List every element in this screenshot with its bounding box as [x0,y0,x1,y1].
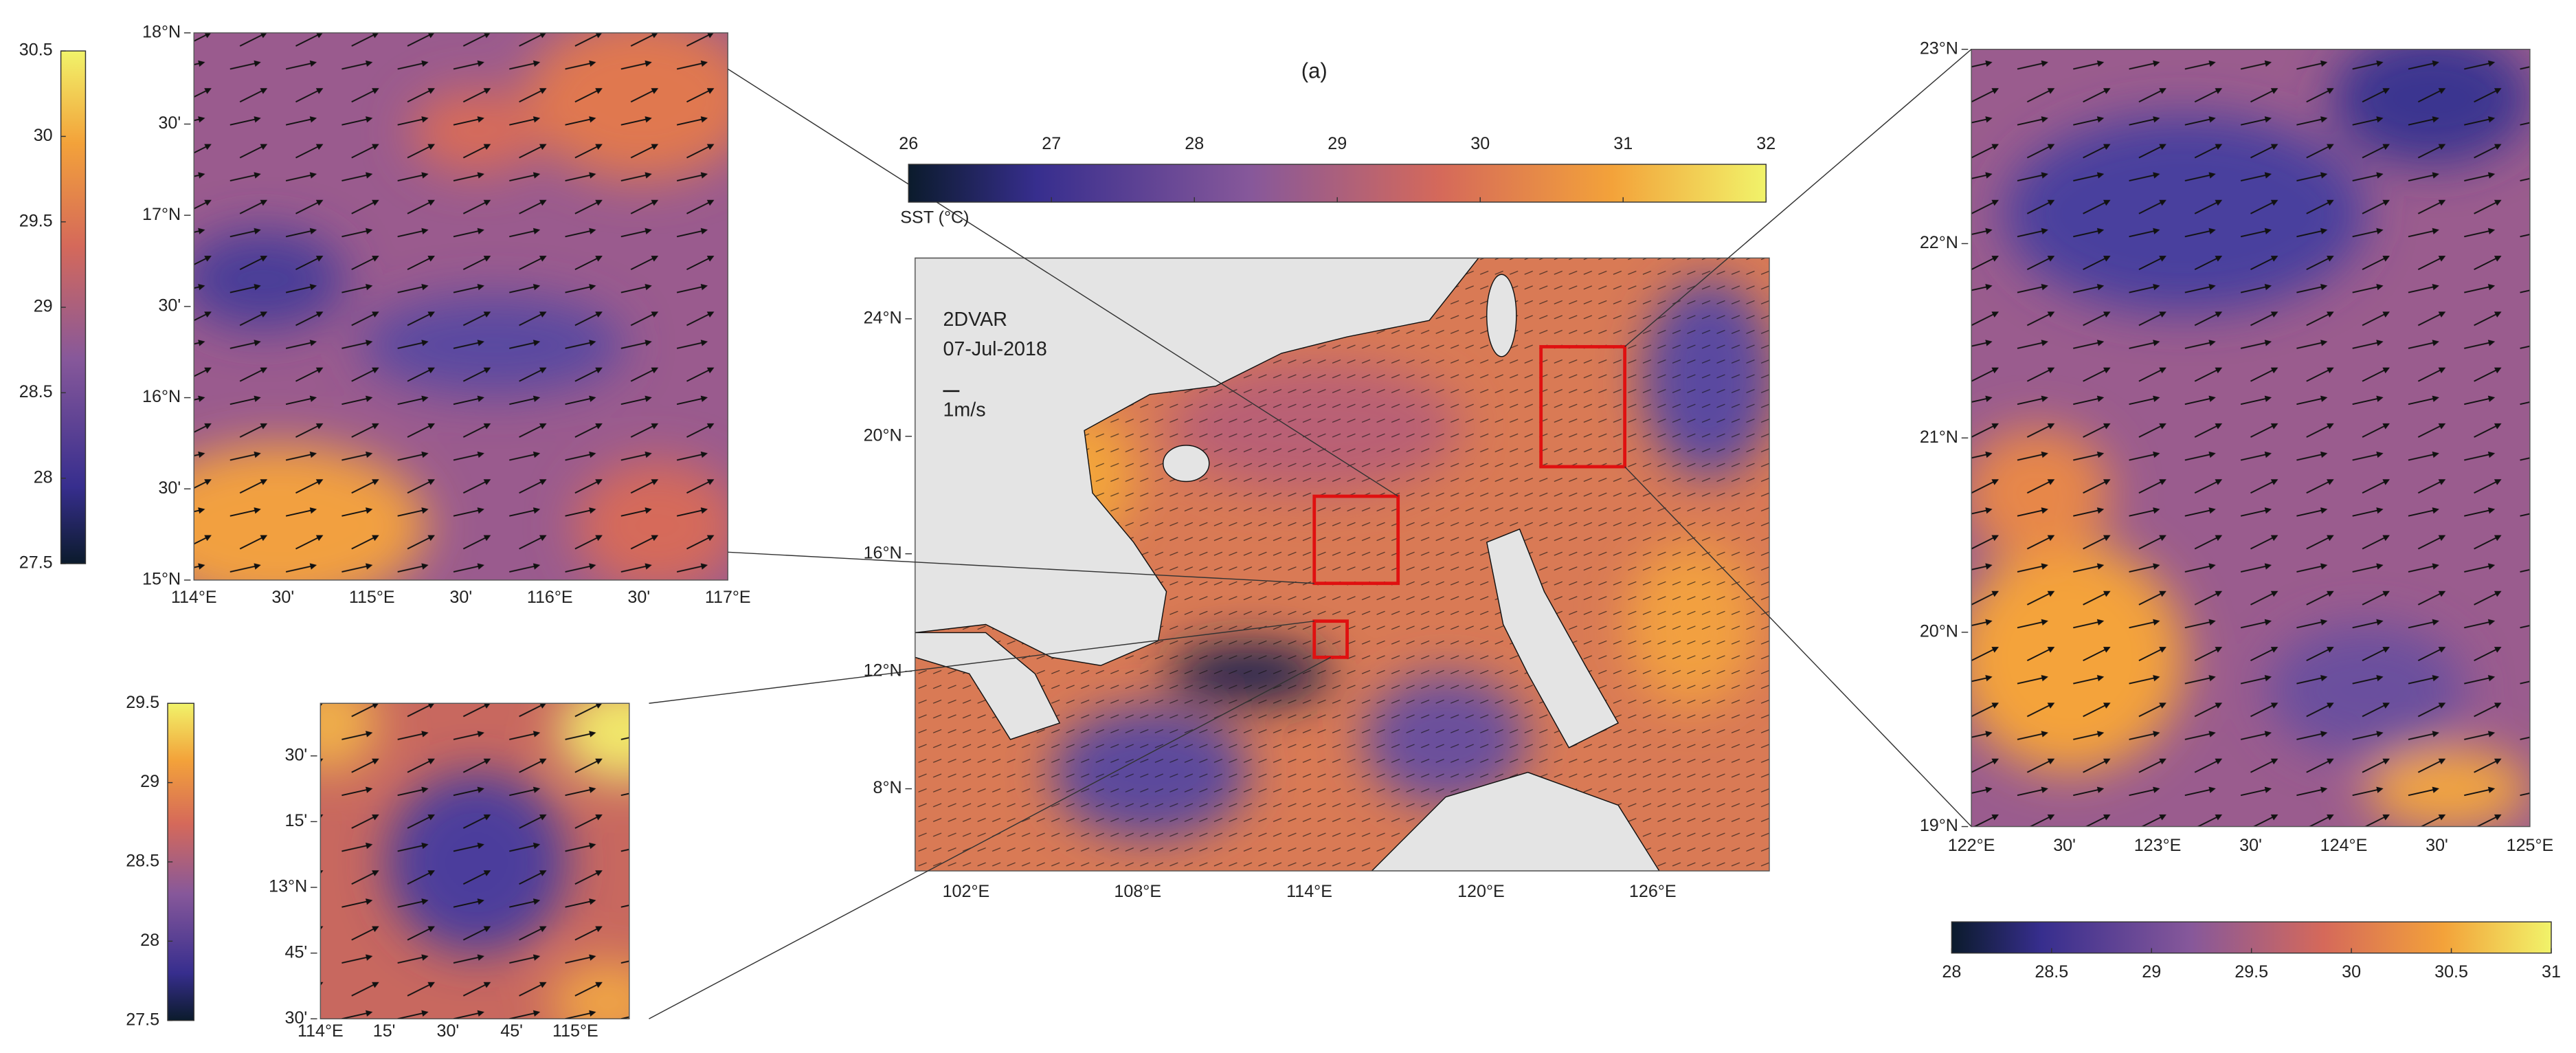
lat-label: 12°N [864,661,902,680]
lon-label: 116°E [527,588,573,607]
lon-label: 30' [2239,836,2262,855]
colorbar-tick-label: 30.5 [2434,962,2468,982]
lat-label: 17°N [142,205,181,224]
inset-south-map [320,703,629,1019]
colorbar-tick-label: 28.5 [2035,962,2068,982]
lat-label: 8°N [873,778,902,797]
scale-label: 1m/s [943,399,985,421]
lat-label: 15°N [142,570,181,589]
lon-label: 45' [500,1021,523,1041]
colorbar-tick-label: 29 [140,772,159,791]
colorbar-tick-label: 29.5 [19,211,53,230]
colorbar-tick-label: 28.5 [126,852,159,871]
lat-label: 16°N [142,387,181,406]
colorbar-tick-label: 28 [1185,134,1204,153]
lat-label: 23°N [1920,38,1958,58]
lon-label: 108°E [1114,882,1161,901]
lat-label: 21°N [1920,428,1958,447]
colorbar-tick-label: 29.5 [126,693,159,712]
colorbar-tick-label: 27 [1042,134,1061,153]
lat-label: 13°N [269,877,307,896]
lon-label: 30' [449,588,472,607]
lon-label: 30' [271,588,294,607]
colorbar-tick-label: 30.5 [19,41,53,60]
lat-label: 20°N [864,425,902,445]
colorbar [1951,921,2552,954]
lat-label: 30' [285,1008,308,1028]
colorbar-tick-label: 29 [2142,962,2161,982]
lat-label: 45' [285,942,308,962]
lon-label: 126°E [1629,882,1677,901]
lat-label: 16°N [864,543,902,562]
colorbar-tick-label: 31 [1613,134,1633,153]
lon-label: 115°E [349,588,395,607]
lon-label: 117°E [705,588,751,607]
inset-east-map [1971,49,2530,827]
lon-label: 114°E [171,588,217,607]
inset-south-frame [320,702,630,1019]
colorbar-tick-label: 29 [1328,134,1347,153]
lon-label: 124°E [2320,836,2368,855]
lon-label: 114°E [1286,882,1332,901]
lon-label: 30' [2426,836,2448,855]
colorbar-label: SST (°C) [900,208,969,228]
lat-label: 30' [285,745,308,764]
inset-north-frame [193,32,728,581]
colorbar-tick-label: 31 [2542,962,2561,982]
colorbar-tick-label: 26 [899,134,918,153]
lon-label: 122°E [1948,836,1995,855]
lat-label: 19°N [1920,816,1958,835]
colorbar-tick-label: 30 [34,126,53,145]
colorbar-tick-label: 28.5 [19,382,53,401]
lat-label: 20°N [1920,621,1958,641]
colorbar-tick-label: 29.5 [2235,962,2268,982]
lon-label: 115°E [552,1021,598,1041]
lat-label: 30' [158,113,181,133]
colorbar-tick-label: 30 [1470,134,1490,153]
colorbar-tick-label: 28 [140,931,159,950]
colorbar-tick-label: 28 [1942,962,1961,982]
main-map [915,258,1769,872]
inset-north-map [194,32,728,580]
panel-label: (a) [1301,58,1328,82]
date-label: 07-Jul-2018 [943,338,1046,360]
lon-label: 125°E [2507,836,2554,855]
lat-label: 30' [158,296,181,315]
lat-label: 24°N [864,308,902,327]
lon-label: 30' [437,1021,460,1041]
colorbar-tick-label: 29 [34,297,53,316]
colorbar-tick-label: 32 [1756,134,1776,153]
colorbar-tick-label: 28 [34,467,53,487]
colorbar-tick-label: 27.5 [19,553,53,573]
colorbar-tick-label: 27.5 [126,1010,159,1029]
lon-label: 30' [627,588,650,607]
lon-label: 114°E [298,1021,344,1041]
colorbar [908,164,1767,203]
main-map-frame [915,257,1770,872]
colorbar-tick-label: 30 [2342,962,2361,982]
inset-east-frame [1971,49,2531,828]
lon-label: 15' [373,1021,396,1041]
lat-label: 30' [158,478,181,498]
connector-lines [649,49,1972,1019]
method-label: 2DVAR [943,309,1007,331]
lat-label: 22°N [1920,233,1958,252]
lat-label: 18°N [142,22,181,41]
lat-label: 15' [285,811,308,830]
lon-label: 30' [2053,836,2076,855]
lon-label: 102°E [943,882,990,901]
lon-label: 120°E [1457,882,1505,901]
lon-label: 123°E [2134,836,2182,855]
